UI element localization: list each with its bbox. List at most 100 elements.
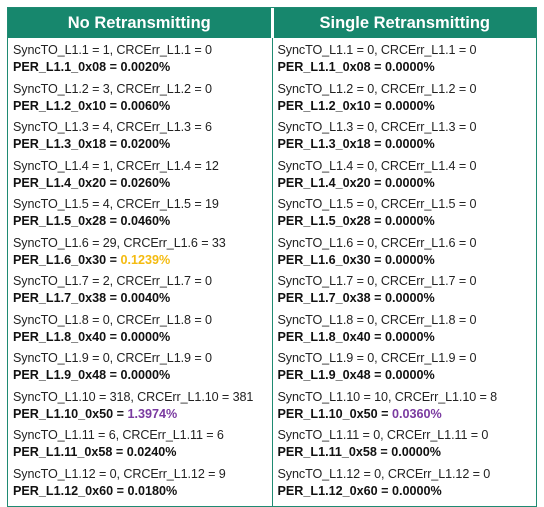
table-cell: SyncTO_L1.1 = 0, CRCErr_L1.1 = 0 PER_L1.1…: [273, 42, 537, 81]
table-cell: SyncTO_L1.5 = 4, CRCErr_L1.5 = 19 PER_L1.…: [8, 196, 272, 235]
per-value: 0.0040%: [120, 291, 171, 305]
per-label: PER_L1.4_0x20 =: [13, 175, 121, 190]
per-line: PER_L1.12_0x60 = 0.0180%: [13, 483, 270, 499]
per-line: PER_L1.2_0x10 = 0.0060%: [13, 98, 270, 114]
per-label: PER_L1.11_0x58 =: [277, 445, 392, 459]
sync-crc-counts: SyncTO_L1.1 = 0, CRCErr_L1.1 = 0: [277, 43, 477, 57]
per-line: PER_L1.11_0x58 = 0.0240%: [13, 444, 270, 460]
sync-crc-counts: SyncTO_L1.11 = 0, CRCErr_L1.11 = 0: [277, 428, 489, 442]
per-label: PER_L1.11_0x58 =: [13, 445, 127, 459]
per-label: PER_L1.12_0x60 =: [277, 483, 392, 498]
per-value: 0.0000%: [384, 368, 435, 382]
per-label: PER_L1.1_0x08 =: [277, 60, 385, 74]
sync-crc-counts: SyncTO_L1.7 = 2, CRCErr_L1.7 = 0: [13, 274, 212, 288]
per-line: PER_L1.10_0x50 = 0.0360%: [278, 406, 535, 422]
sync-crc-counts: SyncTO_L1.5 = 4, CRCErr_L1.5 = 19: [13, 197, 219, 211]
sync-crc-counts: SyncTO_L1.2 = 3, CRCErr_L1.2 = 0: [13, 81, 212, 96]
per-label: PER_L1.7_0x38 =: [13, 291, 121, 305]
per-value: 0.0000%: [384, 291, 435, 305]
sync-crc-counts: SyncTO_L1.3 = 4, CRCErr_L1.3 = 6: [13, 120, 212, 134]
per-label: PER_L1.10_0x50 =: [13, 406, 128, 421]
per-label: PER_L1.12_0x60 =: [13, 483, 128, 498]
per-line: PER_L1.3_0x18 = 0.0200%: [13, 136, 270, 152]
per-label: PER_L1.5_0x28 =: [277, 214, 385, 228]
table-cell: SyncTO_L1.7 = 2, CRCErr_L1.7 = 0 PER_L1.7…: [8, 273, 272, 312]
sync-crc-counts: SyncTO_L1.11 = 6, CRCErr_L1.11 = 6: [13, 428, 224, 442]
per-label: PER_L1.4_0x20 =: [277, 175, 385, 190]
per-label: PER_L1.6_0x30 =: [277, 252, 385, 267]
table-body: SyncTO_L1.1 = 1, CRCErr_L1.1 = 0 PER_L1.1…: [8, 38, 536, 506]
table-cell: SyncTO_L1.8 = 0, CRCErr_L1.8 = 0 PER_L1.8…: [273, 312, 537, 351]
per-line: PER_L1.10_0x50 = 1.3974%: [13, 406, 270, 422]
per-value: 0.0260%: [120, 175, 171, 190]
table-cell: SyncTO_L1.8 = 0, CRCErr_L1.8 = 0 PER_L1.8…: [8, 312, 272, 351]
per-label: PER_L1.8_0x40 =: [13, 329, 121, 344]
per-line: PER_L1.9_0x48 = 0.0000%: [278, 367, 535, 383]
per-label: PER_L1.1_0x08 =: [13, 60, 121, 74]
per-line: PER_L1.8_0x40 = 0.0000%: [13, 329, 270, 345]
per-line: PER_L1.7_0x38 = 0.0000%: [278, 290, 535, 306]
per-value: 0.0240%: [126, 445, 177, 459]
sync-crc-counts: SyncTO_L1.5 = 0, CRCErr_L1.5 = 0: [277, 197, 477, 211]
sync-crc-counts: SyncTO_L1.6 = 0, CRCErr_L1.6 = 0: [277, 235, 477, 250]
sync-crc-counts: SyncTO_L1.2 = 0, CRCErr_L1.2 = 0: [277, 81, 477, 96]
per-line: PER_L1.4_0x20 = 0.0260%: [13, 175, 270, 191]
sync-crc-counts: SyncTO_L1.4 = 1, CRCErr_L1.4 = 12: [13, 158, 219, 173]
table-cell: SyncTO_L1.5 = 0, CRCErr_L1.5 = 0 PER_L1.5…: [273, 196, 537, 235]
per-value: 0.1239%: [120, 252, 171, 267]
per-value: 0.0020%: [120, 60, 171, 74]
per-label: PER_L1.2_0x10 =: [13, 98, 121, 113]
sync-crc-counts: SyncTO_L1.10 = 10, CRCErr_L1.10 = 8: [277, 389, 498, 404]
per-line: PER_L1.1_0x08 = 0.0000%: [278, 59, 535, 75]
per-line: PER_L1.12_0x60 = 0.0000%: [278, 483, 535, 499]
per-label: PER_L1.3_0x18 =: [13, 137, 121, 151]
per-label: PER_L1.2_0x10 =: [277, 98, 385, 113]
table-cell: SyncTO_L1.11 = 6, CRCErr_L1.11 = 6 PER_L1…: [8, 427, 272, 466]
per-label: PER_L1.6_0x30 =: [13, 252, 121, 267]
per-value: 0.0000%: [384, 214, 435, 228]
table-cell: SyncTO_L1.9 = 0, CRCErr_L1.9 = 0 PER_L1.9…: [8, 350, 272, 389]
sync-crc-counts: SyncTO_L1.6 = 29, CRCErr_L1.6 = 33: [13, 235, 226, 250]
per-line: PER_L1.3_0x18 = 0.0000%: [278, 136, 535, 152]
sync-crc-counts: SyncTO_L1.8 = 0, CRCErr_L1.8 = 0: [277, 312, 477, 327]
table-cell: SyncTO_L1.10 = 318, CRCErr_L1.10 = 381 PE…: [8, 389, 272, 428]
header-row: No Retransmitting Single Retransmitting: [8, 8, 536, 38]
column-no-retransmitting: SyncTO_L1.1 = 1, CRCErr_L1.1 = 0 PER_L1.1…: [8, 38, 272, 506]
table-cell: SyncTO_L1.11 = 0, CRCErr_L1.11 = 0 PER_L1…: [273, 427, 537, 466]
per-value: 0.0000%: [384, 252, 435, 267]
per-value: 0.0460%: [120, 214, 171, 228]
per-value: 0.0000%: [384, 329, 435, 344]
table-cell: SyncTO_L1.7 = 0, CRCErr_L1.7 = 0 PER_L1.7…: [273, 273, 537, 312]
per-label: PER_L1.9_0x48 =: [13, 368, 121, 382]
per-line: PER_L1.9_0x48 = 0.0000%: [13, 367, 270, 383]
table-cell: SyncTO_L1.10 = 10, CRCErr_L1.10 = 8 PER_L…: [273, 389, 537, 428]
per-label: PER_L1.3_0x18 =: [277, 137, 385, 151]
per-line: PER_L1.5_0x28 = 0.0000%: [278, 213, 535, 229]
per-value: 0.0000%: [384, 98, 435, 113]
table-cell: SyncTO_L1.3 = 0, CRCErr_L1.3 = 0 PER_L1.3…: [273, 119, 537, 158]
per-value: 1.3974%: [127, 406, 178, 421]
per-label: PER_L1.9_0x48 =: [277, 368, 385, 382]
table-cell: SyncTO_L1.6 = 0, CRCErr_L1.6 = 0 PER_L1.6…: [273, 235, 537, 274]
sync-crc-counts: SyncTO_L1.12 = 0, CRCErr_L1.12 = 0: [277, 466, 491, 481]
header-single-retransmitting: Single Retransmitting: [270, 8, 536, 38]
per-line: PER_L1.6_0x30 = 0.1239%: [13, 252, 270, 268]
sync-crc-counts: SyncTO_L1.1 = 1, CRCErr_L1.1 = 0: [13, 43, 212, 57]
per-label: PER_L1.5_0x28 =: [13, 214, 121, 228]
header-no-retransmitting: No Retransmitting: [8, 8, 271, 38]
per-value: 0.0000%: [384, 175, 435, 190]
per-label: PER_L1.8_0x40 =: [277, 329, 385, 344]
per-value: 0.0000%: [384, 137, 435, 151]
per-value: 0.0000%: [391, 445, 441, 459]
sync-crc-counts: SyncTO_L1.12 = 0, CRCErr_L1.12 = 9: [13, 466, 226, 481]
sync-crc-counts: SyncTO_L1.3 = 0, CRCErr_L1.3 = 0: [277, 120, 477, 134]
per-line: PER_L1.5_0x28 = 0.0460%: [13, 213, 270, 229]
retransmission-comparison-table: No Retransmitting Single Retransmitting …: [7, 7, 537, 507]
per-line: PER_L1.11_0x58 = 0.0000%: [278, 444, 535, 460]
per-value: 0.0000%: [120, 368, 171, 382]
per-line: PER_L1.6_0x30 = 0.0000%: [278, 252, 535, 268]
per-value: 0.0060%: [120, 98, 171, 113]
table-cell: SyncTO_L1.12 = 0, CRCErr_L1.12 = 9 PER_L1…: [8, 466, 272, 505]
per-value: 0.0200%: [120, 137, 171, 151]
per-line: PER_L1.4_0x20 = 0.0000%: [278, 175, 535, 191]
